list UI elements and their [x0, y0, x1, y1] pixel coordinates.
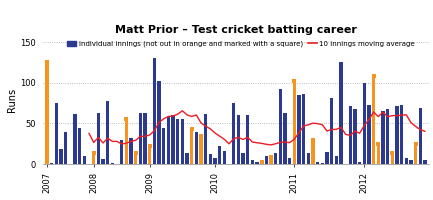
- Bar: [125, 119, 128, 164]
- Bar: [162, 128, 165, 164]
- Bar: [78, 128, 81, 164]
- Bar: [325, 152, 329, 164]
- Bar: [223, 151, 226, 164]
- Bar: [83, 156, 86, 164]
- Bar: [349, 106, 352, 164]
- Bar: [265, 156, 268, 164]
- Bar: [311, 140, 315, 164]
- Bar: [307, 153, 310, 164]
- Bar: [339, 62, 343, 164]
- Bar: [297, 95, 301, 164]
- Bar: [391, 153, 394, 164]
- Bar: [353, 109, 357, 164]
- Bar: [176, 119, 179, 164]
- Bar: [241, 153, 245, 164]
- Bar: [377, 144, 380, 164]
- Bar: [139, 113, 142, 164]
- Bar: [213, 158, 217, 164]
- Bar: [386, 109, 389, 164]
- Bar: [209, 154, 212, 164]
- Legend: Individual innings (not out in orange and marked with a square), 10 innings movi: Individual innings (not out in orange an…: [66, 39, 417, 49]
- Y-axis label: Runs: Runs: [7, 88, 17, 112]
- Bar: [335, 156, 338, 164]
- Bar: [97, 113, 100, 164]
- Bar: [152, 58, 156, 164]
- Bar: [372, 76, 375, 164]
- Bar: [45, 62, 49, 164]
- Bar: [269, 157, 273, 164]
- Bar: [129, 138, 133, 164]
- Bar: [400, 105, 404, 164]
- Bar: [302, 94, 305, 164]
- Bar: [288, 158, 291, 164]
- Bar: [274, 153, 278, 164]
- Bar: [64, 132, 68, 164]
- Bar: [395, 106, 399, 164]
- Bar: [199, 136, 203, 164]
- Bar: [278, 89, 282, 164]
- Bar: [330, 98, 333, 164]
- Bar: [358, 162, 362, 164]
- Bar: [157, 81, 161, 164]
- Bar: [414, 144, 417, 164]
- Bar: [148, 146, 152, 164]
- Bar: [143, 113, 147, 164]
- Bar: [194, 132, 198, 164]
- Bar: [134, 153, 137, 164]
- Bar: [185, 153, 189, 164]
- Bar: [367, 105, 371, 164]
- Bar: [251, 160, 254, 164]
- Bar: [171, 115, 175, 164]
- Bar: [232, 103, 236, 164]
- Bar: [381, 111, 385, 164]
- Bar: [120, 140, 123, 164]
- Bar: [293, 81, 296, 164]
- Bar: [73, 114, 77, 164]
- Bar: [255, 162, 259, 164]
- Bar: [409, 160, 413, 164]
- Bar: [316, 162, 320, 164]
- Bar: [423, 160, 427, 164]
- Bar: [110, 163, 114, 164]
- Bar: [50, 163, 53, 164]
- Bar: [204, 114, 207, 164]
- Bar: [419, 108, 422, 164]
- Bar: [55, 103, 58, 164]
- Bar: [101, 159, 105, 164]
- Bar: [320, 163, 324, 164]
- Bar: [106, 101, 110, 164]
- Title: Matt Prior – Test cricket batting career: Matt Prior – Test cricket batting career: [115, 25, 357, 35]
- Bar: [362, 83, 366, 164]
- Bar: [181, 119, 184, 164]
- Bar: [283, 113, 287, 164]
- Bar: [246, 115, 249, 164]
- Bar: [59, 149, 63, 164]
- Bar: [190, 129, 194, 164]
- Bar: [218, 146, 221, 164]
- Bar: [92, 153, 95, 164]
- Bar: [236, 115, 240, 164]
- Bar: [167, 117, 170, 164]
- Bar: [404, 158, 408, 164]
